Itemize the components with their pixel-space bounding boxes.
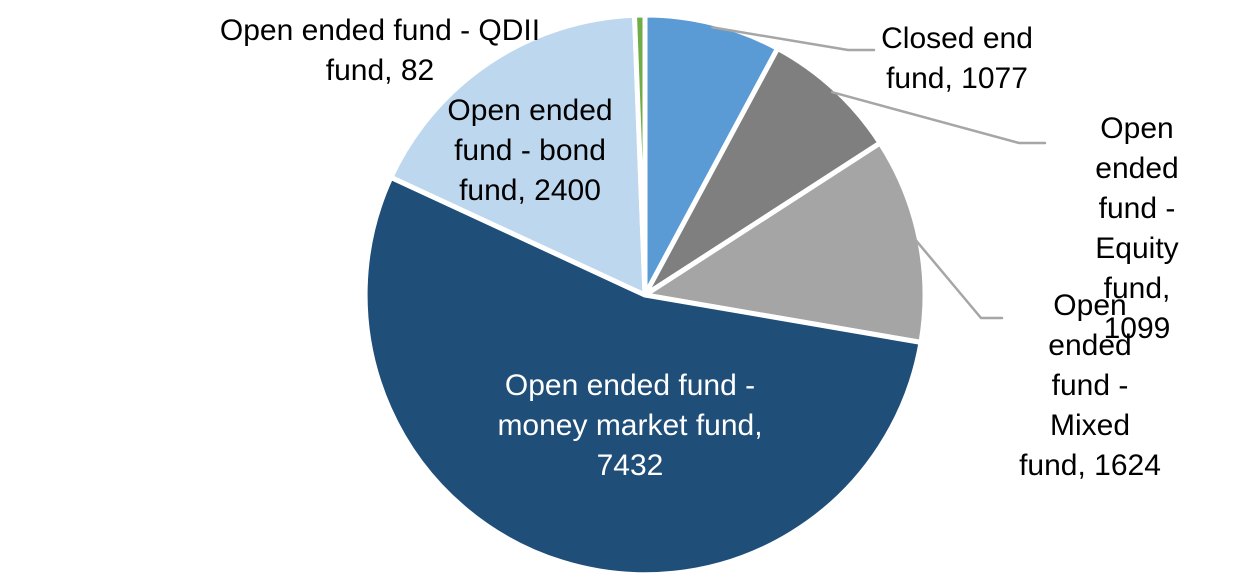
leader-line-closed-end-fund [711, 26, 876, 52]
pie-slice-closed-end-fund[interactable] [642, 12, 781, 298]
pie-slice-open-ended-qdii-fund[interactable] [632, 12, 648, 298]
pie-slice-open-ended-bond-fund[interactable] [388, 12, 648, 298]
leader-lines [711, 26, 1047, 320]
data-label-open-ended-bond-fund: Open ended fund - bond fund, 2400 [447, 94, 613, 207]
data-label-open-ended-mixed-fund: Open ended fund - Mixed fund, 1624 [1019, 289, 1161, 482]
pie-slice-open-ended-money-market-fund[interactable] [362, 174, 924, 578]
pie-slice-open-ended-equity-fund[interactable] [642, 45, 883, 298]
leader-line-open-ended-mixed-fund [914, 238, 1004, 320]
data-label-open-ended-qdii-fund: Open ended fund - QDII fund, 82 [219, 14, 541, 87]
data-label-closed-end-fund: Closed end fund, 1077 [881, 22, 1033, 95]
pie-slices [362, 12, 928, 578]
data-label-open-ended-equity-fund: Open ended fund - Equity fund, 1099 [1095, 112, 1179, 345]
data-label-open-ended-money-market-fund: Open ended fund - money market fund, 743… [497, 369, 763, 482]
pie-slice-open-ended-mixed-fund[interactable] [642, 140, 928, 345]
leader-line-open-ended-equity-fund [830, 90, 1047, 145]
